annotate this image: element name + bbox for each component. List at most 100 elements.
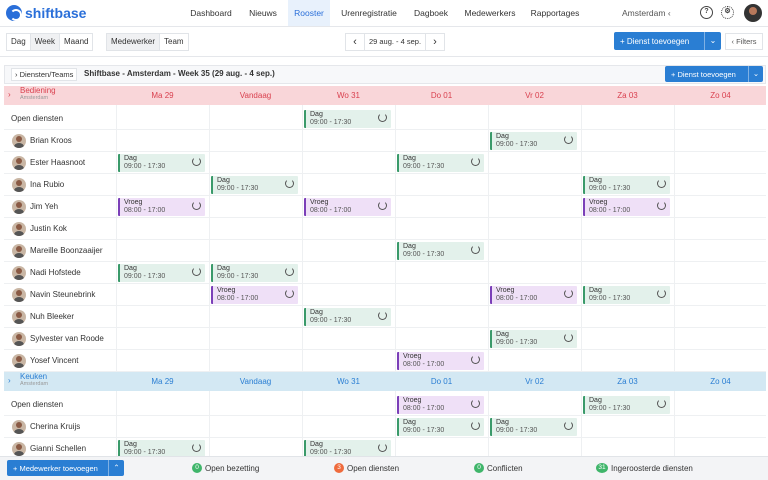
repeat-icon[interactable] — [285, 289, 294, 298]
employee-name[interactable]: Jim Yeh — [30, 202, 59, 211]
stat-open-diensten[interactable]: 3 Open diensten — [334, 463, 399, 473]
repeat-icon[interactable] — [192, 201, 201, 210]
avatar[interactable] — [12, 442, 26, 456]
shift-card[interactable]: Dag 09:00 - 17:30 — [397, 242, 484, 260]
employee-name[interactable]: Sylvester van Roode — [30, 334, 104, 343]
employee-name[interactable]: Navin Steunebrink — [30, 290, 96, 299]
repeat-icon[interactable] — [564, 421, 573, 430]
nav-dagboek[interactable]: Dagboek — [413, 8, 449, 18]
shift-card[interactable]: Dag 09:00 - 17:30 — [583, 176, 670, 194]
employee-name[interactable]: Gianni Schellen — [30, 444, 87, 453]
chevron-right-icon[interactable]: › — [8, 90, 11, 99]
group-team-button[interactable]: Team — [164, 37, 184, 46]
nav-urenregistratie[interactable]: Urenregistratie — [341, 8, 397, 18]
avatar[interactable] — [12, 288, 26, 302]
teams-toggle-button[interactable]: › Diensten/Teams — [11, 68, 78, 81]
stat-ingeroosterde-diensten[interactable]: 31 Ingeroosterde diensten — [596, 463, 693, 473]
next-week-icon[interactable]: › — [433, 36, 437, 48]
avatar[interactable] — [12, 310, 26, 324]
chevron-down-icon[interactable]: ⌄ — [748, 66, 763, 82]
repeat-icon[interactable] — [471, 421, 480, 430]
employee-name[interactable]: Justin Kok — [30, 224, 67, 233]
repeat-icon[interactable] — [378, 201, 387, 210]
shift-card[interactable]: Vroeg 08:00 - 17:00 — [583, 198, 670, 216]
shift-card[interactable]: Dag 09:00 - 17:30 — [397, 154, 484, 172]
chevron-right-icon[interactable]: › — [8, 376, 11, 385]
repeat-icon[interactable] — [564, 333, 573, 342]
repeat-icon[interactable] — [192, 443, 201, 452]
shift-card[interactable]: Dag 09:00 - 17:30 — [490, 330, 577, 348]
shift-card[interactable]: Dag 09:00 - 17:30 — [490, 132, 577, 150]
repeat-icon[interactable] — [378, 113, 387, 122]
avatar[interactable] — [12, 244, 26, 258]
employee-name[interactable]: Ina Rubio — [30, 180, 65, 189]
employee-name[interactable]: Brian Kroos — [30, 136, 72, 145]
repeat-icon[interactable] — [471, 245, 480, 254]
avatar[interactable] — [12, 332, 26, 346]
nav-medewerkers[interactable]: Medewerkers — [464, 8, 516, 18]
chevron-down-icon[interactable]: ⌄ — [704, 32, 721, 50]
view-month-button[interactable]: Maand — [64, 37, 89, 46]
shift-card[interactable]: Vroeg 08:00 - 17:00 — [397, 396, 484, 414]
shift-card[interactable]: Dag 09:00 - 17:30 — [118, 264, 205, 282]
repeat-icon[interactable] — [192, 267, 201, 276]
repeat-icon[interactable] — [471, 355, 480, 364]
employee-name[interactable]: Yosef Vincent — [30, 356, 79, 365]
shift-card[interactable]: Dag 09:00 - 17:30 — [397, 418, 484, 436]
shift-card[interactable]: Dag 09:00 - 17:30 — [583, 286, 670, 304]
repeat-icon[interactable] — [657, 179, 666, 188]
user-avatar[interactable] — [744, 4, 762, 22]
shift-card[interactable]: Dag 09:00 - 17:30 — [211, 264, 298, 282]
shift-card[interactable]: Vroeg 08:00 - 17:00 — [304, 198, 391, 216]
shift-card[interactable]: Dag 09:00 - 17:30 — [118, 440, 205, 458]
repeat-icon[interactable] — [564, 289, 573, 298]
repeat-icon[interactable] — [657, 289, 666, 298]
avatar[interactable] — [12, 178, 26, 192]
avatar[interactable] — [12, 420, 26, 434]
avatar[interactable] — [12, 200, 26, 214]
repeat-icon[interactable] — [564, 135, 573, 144]
shift-card[interactable]: Dag 09:00 - 17:30 — [304, 110, 391, 128]
avatar[interactable] — [12, 134, 26, 148]
repeat-icon[interactable] — [471, 157, 480, 166]
shift-card[interactable]: Dag 09:00 - 17:30 — [583, 396, 670, 414]
employee-name[interactable]: Ester Haasnoot — [30, 158, 86, 167]
filters-button[interactable]: ‹ Filters — [725, 33, 763, 50]
chevron-up-icon[interactable]: ⌃ — [108, 460, 124, 476]
group-header[interactable]: › Bediening Amsterdam Ma 29 Vandaag Wo 31 Do 0… — [4, 86, 766, 105]
nav-dashboard[interactable]: Dashboard — [190, 8, 232, 18]
view-week-button[interactable]: Week — [30, 34, 60, 50]
shift-card[interactable]: Vroeg 08:00 - 17:00 — [397, 352, 484, 370]
stat-open-bezetting[interactable]: 0 Open bezetting — [192, 463, 259, 473]
shift-card[interactable]: Dag 09:00 - 17:30 — [304, 308, 391, 326]
stat-conflicten[interactable]: 0 Conflicten — [474, 463, 523, 473]
shift-card[interactable]: Dag 09:00 - 17:30 — [118, 154, 205, 172]
shiftbase-logo[interactable]: shiftbase — [6, 5, 86, 21]
repeat-icon[interactable] — [378, 311, 387, 320]
nav-nieuws[interactable]: Nieuws — [249, 8, 277, 18]
repeat-icon[interactable] — [192, 157, 201, 166]
employee-name[interactable]: Mareille Boonzaaijer — [30, 246, 103, 255]
shift-card[interactable]: Vroeg 08:00 - 17:00 — [490, 286, 577, 304]
employee-name[interactable]: Nadi Hofstede — [30, 268, 81, 277]
employee-name[interactable]: Cherina Kruijs — [30, 422, 81, 431]
prev-week-icon[interactable]: ‹ — [353, 36, 357, 48]
nav-rooster[interactable]: Rooster — [288, 0, 330, 26]
add-shift-button[interactable]: + Dienst toevoegen ⌄ — [614, 32, 721, 50]
repeat-icon[interactable] — [471, 399, 480, 408]
location-switcher[interactable]: Amsterdam ‹ — [622, 0, 671, 26]
shift-card[interactable]: Dag 09:00 - 17:30 — [304, 440, 391, 458]
add-shift-button-small[interactable]: + Dienst toevoegen ⌄ — [665, 66, 763, 82]
employee-name[interactable]: Nuh Bleeker — [30, 312, 75, 321]
help-icon[interactable]: ? — [700, 6, 713, 19]
shift-card[interactable]: Dag 09:00 - 17:30 — [211, 176, 298, 194]
shift-card[interactable]: Vroeg 08:00 - 17:00 — [211, 286, 298, 304]
repeat-icon[interactable] — [285, 267, 294, 276]
add-employee-button[interactable]: + Medewerker toevoegen ⌃ — [7, 460, 124, 476]
repeat-icon[interactable] — [378, 443, 387, 452]
date-range[interactable]: 29 aug. - 4 sep. — [364, 34, 426, 50]
avatar[interactable] — [12, 222, 26, 236]
avatar[interactable] — [12, 156, 26, 170]
view-day-button[interactable]: Dag — [7, 34, 31, 50]
avatar[interactable] — [12, 354, 26, 368]
